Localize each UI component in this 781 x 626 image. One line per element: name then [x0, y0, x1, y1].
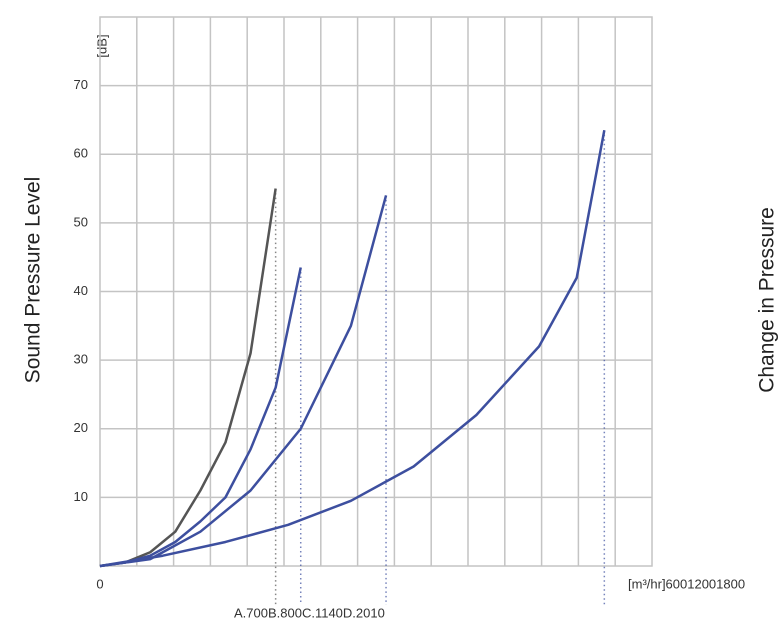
x-tick-label: 0 — [96, 576, 103, 591]
series-line — [99, 130, 606, 568]
x-axis-title: [m³/hr]60012001800 — [628, 576, 745, 591]
series-line — [99, 195, 388, 568]
y-unit: [dB] — [94, 34, 109, 57]
y-tick-label: 30 — [74, 352, 88, 367]
y-axis-title: Sound Pressure Level — [22, 177, 45, 384]
y-tick-label: 10 — [74, 489, 88, 504]
y-tick-label: 50 — [74, 214, 88, 229]
series-line — [99, 188, 277, 568]
y-tick-label: 70 — [74, 77, 88, 92]
series-line — [99, 267, 302, 568]
y2-axis-title: Change in Pressure — [756, 207, 779, 393]
y-tick-label: 20 — [74, 420, 88, 435]
y-tick-label: 40 — [74, 283, 88, 298]
y-tick-label: 60 — [74, 146, 88, 161]
annotation: A.700B.800C.1140D.2010 — [234, 605, 385, 620]
